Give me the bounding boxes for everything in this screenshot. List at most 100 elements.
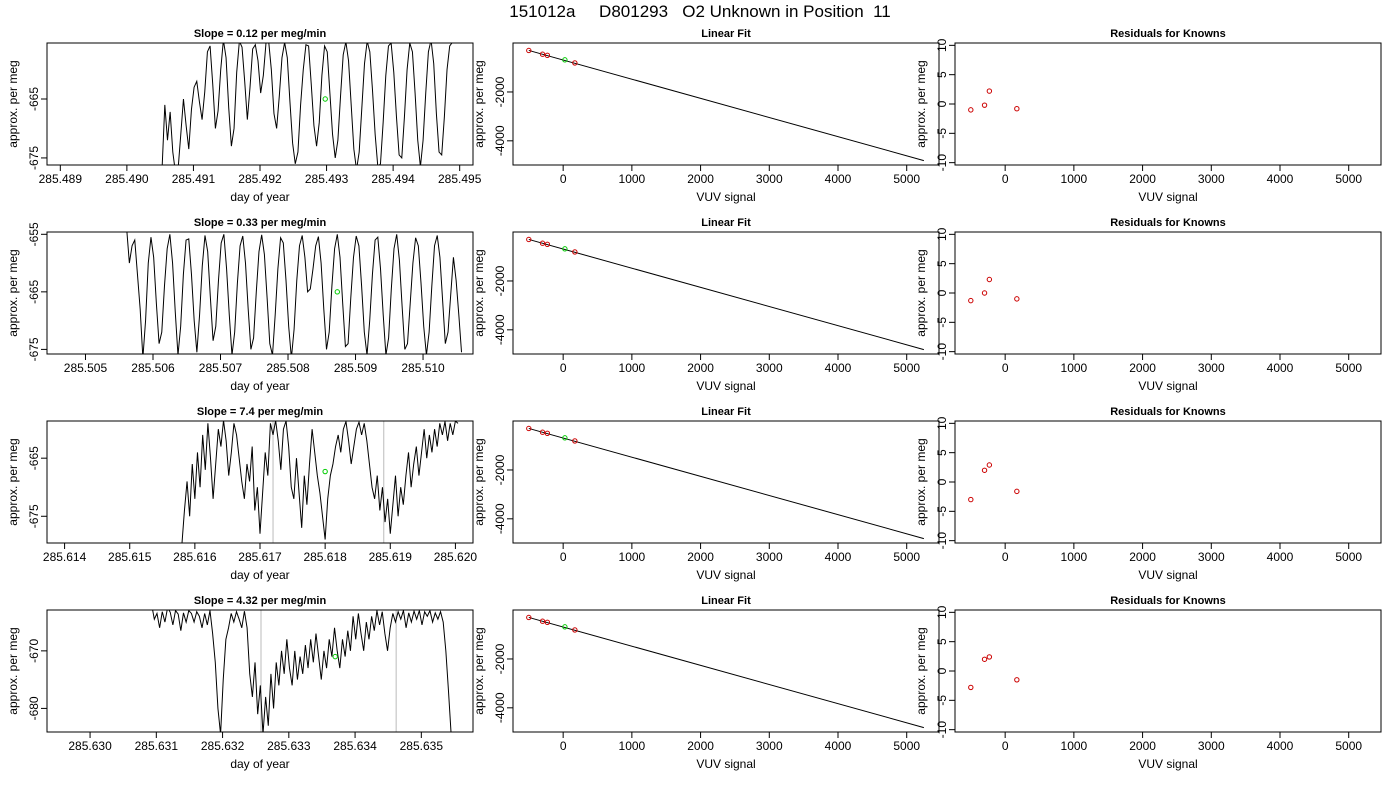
- y-tick-label: 10: [935, 227, 949, 241]
- page-title: 151012a D801293 O2 Unknown in Position 1…: [509, 2, 891, 21]
- x-tick-label: 3000: [756, 172, 783, 186]
- panel-title: Residuals for Knowns: [1110, 28, 1226, 40]
- data-point: [544, 241, 551, 248]
- y-tick-label: -665: [27, 87, 41, 111]
- x-tick-label: 285.614: [43, 550, 87, 564]
- x-tick-label: 0: [560, 361, 567, 375]
- y-tick-label: 0: [935, 100, 949, 107]
- plot-frame: [46, 231, 474, 355]
- data-point: [562, 246, 568, 252]
- x-tick-label: 285.619: [369, 550, 413, 564]
- y-tick-label: -10: [935, 721, 949, 739]
- y-tick-label: -675: [27, 337, 41, 361]
- panel-title: Residuals for Knowns: [1110, 217, 1226, 229]
- y-tick-label: -4000: [493, 692, 507, 723]
- x-tick-label: 4000: [1267, 172, 1294, 186]
- panel-title: Linear Fit: [701, 28, 751, 40]
- x-tick-label: 1000: [619, 361, 646, 375]
- series-line: [152, 610, 452, 732]
- panel-title: Linear Fit: [701, 406, 751, 418]
- x-tick-label: 1000: [619, 739, 646, 753]
- x-axis-label: VUV signal: [696, 757, 755, 771]
- y-tick-label: 10: [935, 605, 949, 619]
- plot-frame: [512, 231, 940, 355]
- x-tick-label: 5000: [1335, 361, 1362, 375]
- x-tick-label: 285.620: [434, 550, 478, 564]
- data-point: [544, 430, 551, 437]
- y-tick-label: -675: [27, 146, 41, 170]
- x-tick-label: 285.630: [68, 739, 112, 753]
- panel-2-2: Linear Fit 0 1000 2000 3000 4000 5000 -2000 -400…: [472, 217, 940, 393]
- y-axis-label: approx. per meg: [472, 627, 486, 714]
- x-tick-label: 4000: [825, 550, 852, 564]
- y-axis-label: approx. per meg: [6, 627, 20, 714]
- plot-area: [968, 88, 1020, 113]
- x-tick-label: 4000: [825, 361, 852, 375]
- y-axis-label: approx. per meg: [914, 60, 928, 147]
- data-point: [526, 425, 532, 432]
- x-tick-label: 4000: [825, 172, 852, 186]
- x-tick-label: 5000: [1335, 550, 1362, 564]
- y-tick-label: -675: [27, 504, 41, 528]
- y-tick-label: 10: [935, 416, 949, 430]
- x-tick-label: 285.489: [39, 172, 83, 186]
- y-axis-label: approx. per meg: [6, 249, 20, 336]
- y-axis-label: approx. per meg: [914, 249, 928, 336]
- panel-title: Linear Fit: [701, 217, 751, 229]
- y-tick-label: -2000: [493, 265, 507, 296]
- plot-frame: [512, 609, 940, 733]
- data-point: [1014, 677, 1020, 683]
- x-axis-label: VUV signal: [1138, 757, 1197, 771]
- data-point: [981, 656, 988, 662]
- panel-title: Residuals for Knowns: [1110, 595, 1226, 607]
- x-tick-label: 285.632: [201, 739, 245, 753]
- panel-title: Slope = 0.33 per meg/min: [194, 217, 327, 229]
- panel-3-1: Slope = 7.4 per meg/min 285.614 285.615 285…: [6, 406, 477, 582]
- y-tick-label: 5: [935, 449, 949, 456]
- x-axis-label: day of year: [230, 757, 289, 771]
- plot-area: [968, 276, 1020, 304]
- data-point: [968, 496, 974, 503]
- fit-line: [528, 616, 925, 729]
- data-point: [968, 297, 974, 304]
- y-tick-label: -665: [27, 280, 41, 304]
- x-tick-label: 285.615: [108, 550, 152, 564]
- y-tick-label: 0: [935, 289, 949, 296]
- y-axis-label: approx. per meg: [914, 438, 928, 525]
- data-point: [986, 88, 993, 94]
- x-tick-label: 285.507: [199, 361, 243, 375]
- y-tick-label: -2000: [493, 76, 507, 107]
- data-point: [572, 438, 578, 444]
- y-tick-label: 5: [935, 638, 949, 645]
- y-axis-label: approx. per meg: [914, 627, 928, 714]
- data-point: [526, 614, 532, 621]
- data-point: [539, 240, 546, 246]
- x-tick-label: 285.494: [371, 172, 415, 186]
- x-tick-label: 285.634: [333, 739, 377, 753]
- x-tick-label: 1000: [1061, 172, 1088, 186]
- x-axis-label: day of year: [230, 568, 289, 582]
- x-tick-label: 3000: [756, 361, 783, 375]
- data-point: [968, 684, 974, 691]
- x-tick-label: 285.631: [135, 739, 179, 753]
- plot-frame: [954, 609, 1382, 733]
- y-tick-label: -5: [935, 506, 949, 517]
- y-tick-label: 0: [935, 667, 949, 674]
- x-tick-label: 1000: [619, 172, 646, 186]
- x-tick-label: 2000: [1129, 739, 1156, 753]
- plot-area: [526, 614, 925, 729]
- panel-3-3: Residuals for Knowns 0 1000 2000 3000 4000 500…: [914, 406, 1382, 582]
- x-tick-label: 3000: [1198, 550, 1225, 564]
- data-point: [981, 102, 988, 108]
- series-line: [181, 421, 459, 543]
- plot-frame: [46, 420, 474, 544]
- plot-area: [968, 462, 1020, 503]
- panel-title: Slope = 0.12 per meg/min: [194, 28, 327, 40]
- x-tick-label: 2000: [687, 172, 714, 186]
- data-point: [981, 467, 988, 473]
- x-tick-label: 285.617: [238, 550, 282, 564]
- y-tick-label: 5: [935, 71, 949, 78]
- plot-area: [126, 232, 463, 354]
- x-axis-label: day of year: [230, 379, 289, 393]
- y-tick-label: -5: [935, 128, 949, 139]
